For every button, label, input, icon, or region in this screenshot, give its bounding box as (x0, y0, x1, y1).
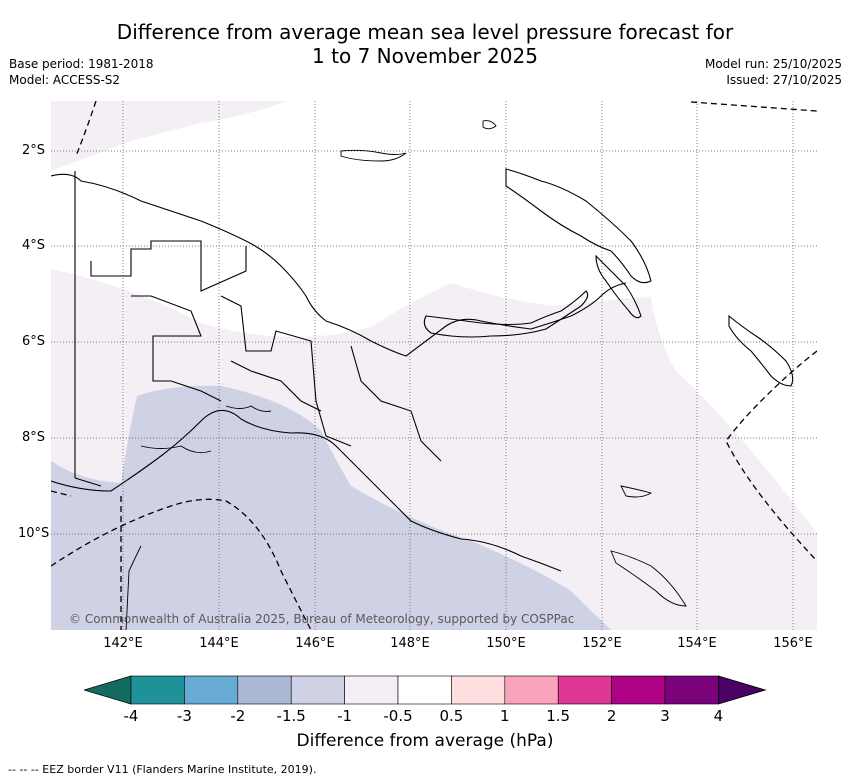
colorbar-tick-label: 0.5 (439, 707, 464, 725)
colorbar-bin (611, 675, 666, 705)
colorbar-tick-label: 1 (500, 707, 510, 725)
colorbar-bin (664, 675, 719, 705)
meta-left: Base period: 1981-2018 Model: ACCESS-S2 (9, 56, 154, 88)
colorbar-title: Difference from average (hPa) (296, 731, 554, 751)
lon-label-146: 146°E (295, 636, 335, 651)
lon-label-150: 150°E (486, 636, 526, 651)
colorbar-tick-label: -1 (337, 707, 353, 725)
base-period-text: Base period: 1981-2018 (9, 57, 154, 71)
lat-label-10s: 10°S (18, 526, 50, 541)
colorbar-bin (130, 675, 185, 705)
lat-label-2s: 2°S (21, 143, 45, 158)
lat-label-6s: 6°S (21, 334, 45, 349)
map-panel: © Commonwealth of Australia 2025, Bureau… (51, 101, 817, 630)
model-text: Model: ACCESS-S2 (9, 73, 121, 87)
lon-label-148: 148°E (390, 636, 430, 651)
colorbar-bin (290, 675, 345, 705)
coastlines (51, 120, 794, 630)
colorbar-tick-label: 1.5 (546, 707, 571, 725)
colorbar-tick-label: -3 (176, 707, 192, 725)
colorbar-bin (344, 675, 399, 705)
eez-borders (51, 101, 817, 630)
meta-right: Model run: 25/10/2025 Issued: 27/10/2025 (705, 56, 842, 88)
colorbar-extend-high (718, 675, 767, 705)
colorbar-tick-label: 2 (606, 707, 617, 725)
lon-label-154: 154°E (677, 636, 717, 651)
shading-medium (51, 385, 611, 630)
colorbar-bin (237, 675, 292, 705)
colorbar-tick-label: 4 (713, 707, 724, 725)
shading-light-nw (51, 101, 287, 171)
title-line-1: Difference from average mean sea level p… (116, 20, 734, 44)
lon-label-144: 144°E (199, 636, 239, 651)
colorbar (82, 674, 768, 710)
colorbar-bin (504, 675, 559, 705)
eez-footnote: -- -- -- EEZ border V11 (Flanders Marine… (8, 763, 317, 776)
colorbar-bin (451, 675, 506, 705)
model-run-text: Model run: 25/10/2025 (704, 57, 842, 71)
graticule (51, 101, 817, 630)
colorbar-tick-label: -4 (123, 707, 139, 725)
lat-label-4s: 4°S (21, 238, 45, 253)
colorbar-tick-label: -0.5 (383, 707, 413, 725)
lon-label-142: 142°E (103, 636, 143, 651)
lon-label-152: 152°E (582, 636, 622, 651)
colorbar-bin (557, 675, 612, 705)
map-svg (51, 101, 817, 630)
colorbar-extend-low (82, 675, 132, 705)
colorbar-bin (397, 675, 452, 705)
colorbar-tick-label: -2 (230, 707, 246, 725)
issued-text: Issued: 27/10/2025 (726, 73, 842, 87)
colorbar-bin (184, 675, 239, 705)
title-line-2: 1 to 7 November 2025 (312, 44, 538, 68)
colorbar-tick-label: 3 (660, 707, 670, 725)
colorbar-svg (82, 675, 767, 705)
colorbar-tick-label: -1.5 (276, 707, 306, 725)
chart-title: Difference from average mean sea level p… (0, 20, 850, 68)
copyright-text: © Commonwealth of Australia 2025, Bureau… (69, 612, 575, 626)
lat-label-8s: 8°S (21, 430, 45, 445)
lon-label-156: 156°E (773, 636, 813, 651)
